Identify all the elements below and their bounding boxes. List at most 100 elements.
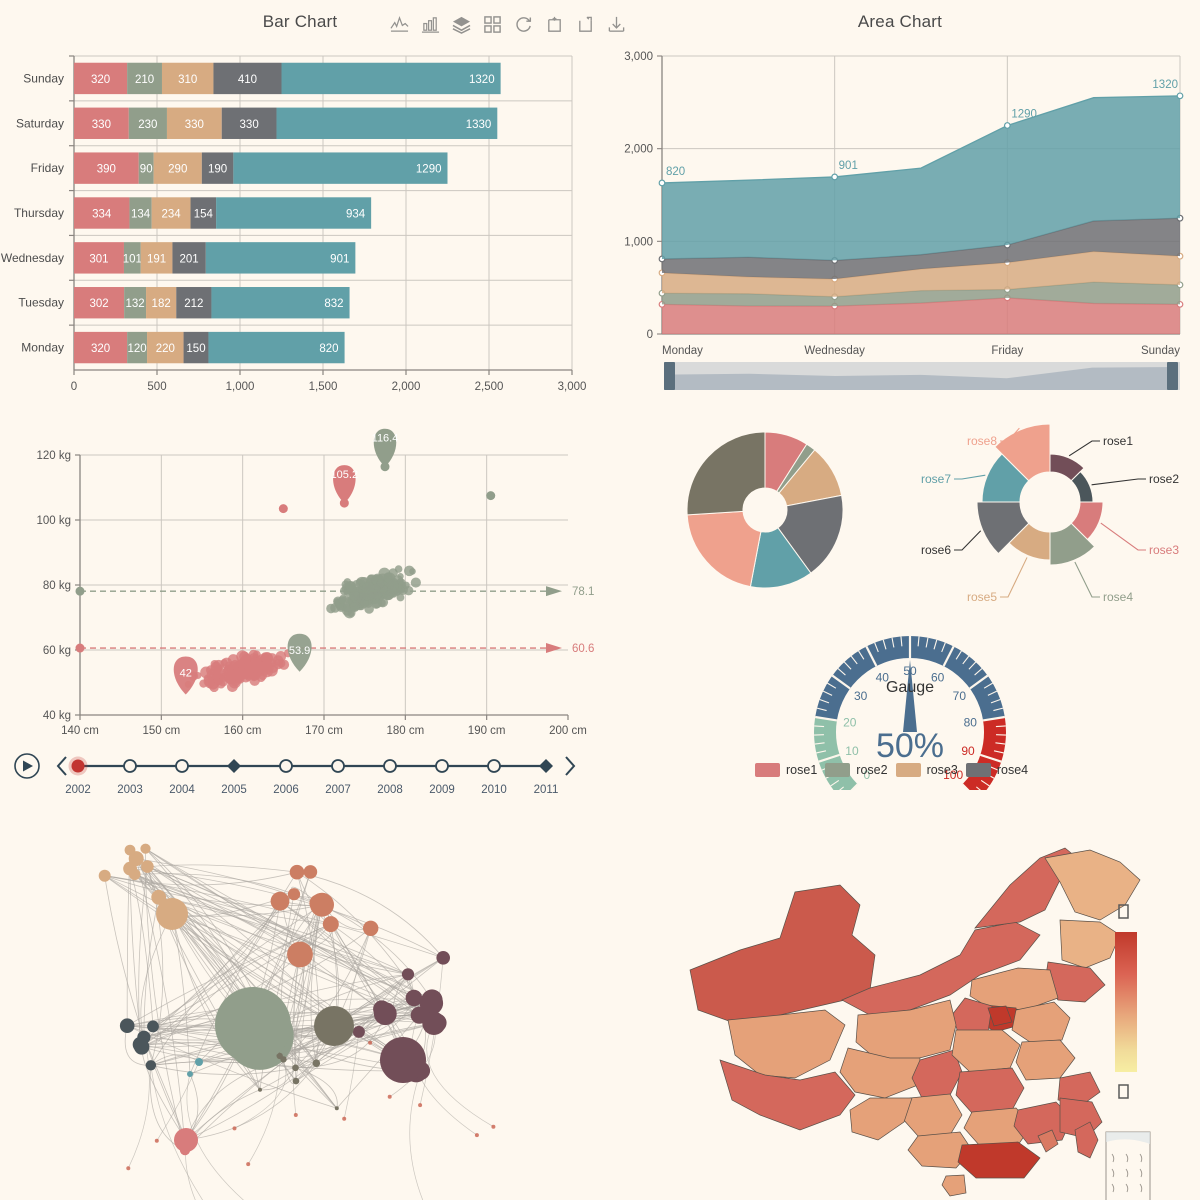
visualmap-gradient[interactable] — [1115, 932, 1137, 1072]
graph-node[interactable] — [156, 898, 188, 930]
graph-node[interactable] — [124, 844, 136, 856]
timeline-node[interactable] — [435, 759, 449, 773]
graph-node[interactable] — [314, 1006, 354, 1046]
pie-slice[interactable] — [778, 449, 843, 507]
rose-slice[interactable] — [994, 423, 1051, 482]
graph-node[interactable] — [141, 860, 154, 873]
graph-node[interactable] — [368, 1040, 373, 1045]
graph-node[interactable] — [405, 989, 423, 1007]
save-image-icon[interactable] — [607, 15, 626, 34]
bar-chart-icon[interactable] — [421, 15, 440, 34]
stack-icon[interactable] — [452, 15, 471, 34]
line-chart-icon[interactable] — [390, 15, 409, 34]
graph-node[interactable] — [303, 865, 318, 879]
map-region[interactable] — [1013, 1101, 1073, 1145]
graph-node[interactable] — [491, 1124, 496, 1129]
graph-node[interactable] — [187, 1071, 193, 1077]
map-region[interactable] — [1011, 1001, 1071, 1043]
map-region[interactable] — [689, 884, 876, 1026]
map-region[interactable] — [1059, 919, 1121, 969]
pie-slice[interactable] — [777, 494, 844, 574]
map-regions[interactable] — [689, 847, 1141, 1197]
graph-node[interactable] — [292, 1077, 300, 1085]
map-region[interactable] — [951, 1029, 1021, 1073]
rose-slice[interactable] — [976, 501, 1030, 555]
map-region[interactable] — [1057, 1071, 1101, 1106]
timeline-checkpoint[interactable] — [539, 759, 553, 773]
legend-item-rose1[interactable]: rose1 — [755, 763, 817, 777]
map-region[interactable] — [1074, 1121, 1099, 1159]
map-region[interactable] — [907, 1131, 973, 1169]
timeline-prev-button[interactable] — [56, 756, 67, 776]
pie-slice[interactable] — [749, 527, 812, 589]
graph-node[interactable] — [312, 1059, 321, 1067]
data-zoom-reset-icon[interactable] — [576, 15, 595, 34]
legend-item-rose2[interactable]: rose2 — [825, 763, 888, 777]
graph-node[interactable] — [129, 868, 141, 881]
graph-node[interactable] — [334, 1106, 339, 1111]
graph-node[interactable] — [309, 894, 328, 913]
map-region[interactable] — [849, 1097, 913, 1141]
timeline-play-button[interactable] — [14, 753, 40, 779]
graph-node[interactable] — [126, 1166, 131, 1171]
graph-node[interactable] — [401, 968, 415, 981]
graph-node[interactable] — [474, 1133, 479, 1138]
rose-legend[interactable]: rose1 rose2 rose3 rose4 — [755, 757, 1055, 783]
graph-node[interactable] — [287, 941, 313, 968]
graph-node[interactable] — [270, 891, 290, 911]
timeline-node[interactable] — [175, 759, 189, 773]
graph-node[interactable] — [232, 1126, 237, 1131]
datazoom-handle-right[interactable] — [1167, 362, 1178, 390]
graph-node[interactable] — [352, 1025, 365, 1038]
graph-node[interactable] — [380, 1037, 426, 1083]
restore-icon[interactable] — [514, 15, 533, 34]
graph-node[interactable] — [119, 1018, 135, 1033]
map-region[interactable] — [987, 1005, 1013, 1027]
datazoom-handle-left[interactable] — [664, 362, 675, 390]
rose-slice[interactable] — [1049, 522, 1096, 566]
map-region[interactable] — [941, 1174, 967, 1197]
pie-chart-plot[interactable] — [620, 410, 910, 610]
map-region[interactable] — [957, 1141, 1041, 1179]
map-region[interactable] — [1037, 1129, 1059, 1153]
graph-node[interactable] — [276, 1052, 283, 1060]
graph-node[interactable] — [287, 888, 301, 901]
graph-node[interactable] — [419, 991, 444, 1015]
rose-slice[interactable] — [1049, 453, 1085, 482]
data-zoom-icon[interactable] — [545, 15, 564, 34]
graph-node[interactable] — [132, 1036, 149, 1053]
graph-node[interactable] — [195, 1058, 203, 1066]
graph-node[interactable] — [151, 889, 167, 905]
map-region[interactable] — [1015, 1039, 1076, 1081]
pie-slice[interactable] — [686, 510, 762, 588]
timeline-node[interactable] — [123, 759, 137, 773]
graph-node[interactable] — [387, 1094, 392, 1099]
graph-node[interactable] — [342, 1116, 347, 1121]
map-region[interactable] — [727, 1009, 846, 1079]
rose-chart-plot[interactable]: rose1 rose2 rose3 rose4 rose5 rose6 rose7 rose8 — [900, 410, 1200, 610]
graph-node[interactable] — [145, 1060, 157, 1071]
legend-item-rose3[interactable]: rose3 — [895, 763, 958, 777]
graph-node[interactable] — [246, 1162, 251, 1167]
map-region[interactable] — [1044, 849, 1141, 921]
graph-node[interactable] — [154, 1138, 159, 1143]
graph-node[interactable] — [418, 1103, 423, 1108]
graph-node[interactable] — [258, 1087, 262, 1092]
timeline-node[interactable] — [487, 759, 501, 773]
graph-node[interactable] — [436, 951, 451, 965]
legend-item-rose4[interactable]: rose4 — [965, 763, 1028, 777]
graph-node[interactable] — [373, 1002, 397, 1026]
graph-node[interactable] — [293, 1113, 298, 1117]
graph-node[interactable] — [422, 1011, 446, 1035]
graph-node[interactable] — [140, 843, 151, 854]
china-map-plot[interactable] — [620, 810, 1200, 1200]
timeline-control[interactable]: 2002 2003 2004 2005 2006 2007 2008 2009 2010 2011 — [0, 748, 610, 810]
map-region[interactable] — [855, 999, 957, 1061]
timeline-node[interactable] — [383, 759, 397, 773]
timeline-next-button[interactable] — [565, 756, 576, 776]
graph-node[interactable] — [292, 1064, 299, 1072]
graph-node[interactable] — [322, 916, 339, 933]
timeline-node[interactable] — [279, 759, 293, 773]
graph-node[interactable] — [174, 1128, 198, 1152]
graph-node[interactable] — [98, 869, 111, 882]
